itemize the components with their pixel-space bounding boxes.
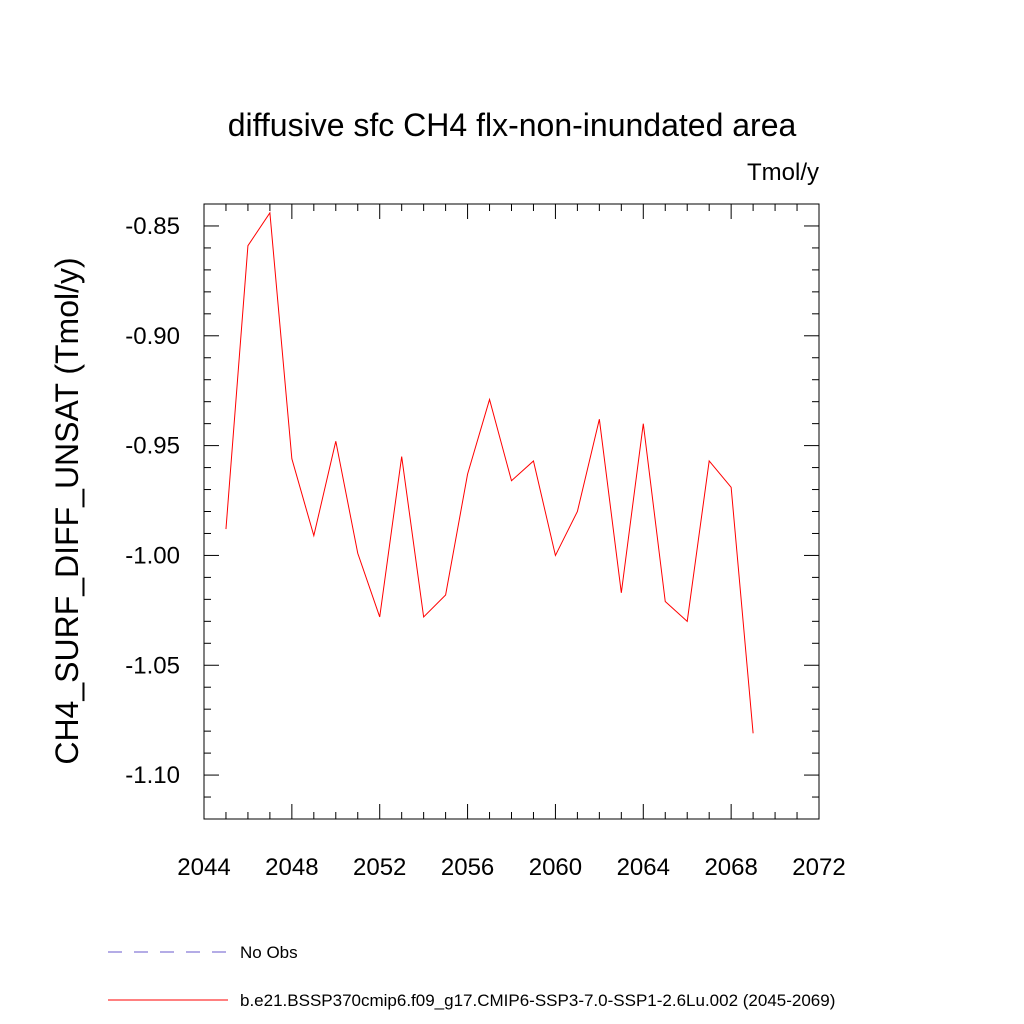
plot-frame xyxy=(203,203,820,820)
x-tick-label: 2056 xyxy=(441,854,494,881)
x-tick-label: 2048 xyxy=(265,854,318,881)
x-tick-label: 2064 xyxy=(617,854,670,881)
y-tick-label: -0.85 xyxy=(125,213,180,240)
x-tick-label: 2060 xyxy=(529,854,582,881)
x-tick-label: 2052 xyxy=(353,854,406,881)
y-tick-label: -1.00 xyxy=(125,542,180,569)
series-layer xyxy=(225,211,754,734)
y-tick-label: -1.05 xyxy=(125,652,180,679)
x-tick-label: 2044 xyxy=(177,854,230,881)
chart-title: diffusive sfc CH4 flx-non-inundated area xyxy=(228,107,797,143)
series-line xyxy=(225,211,754,734)
units-label: Tmol/y xyxy=(747,159,819,186)
x-tick-label: 2068 xyxy=(704,854,757,881)
y-axis-label: CH4_SURF_DIFF_UNSAT (Tmol/y) xyxy=(49,257,85,764)
legend: No Obs b.e21.BSSP370cmip6.f09_g17.CMIP6-… xyxy=(108,943,835,1010)
y-tick-label: -1.10 xyxy=(125,762,180,789)
legend-label-series: b.e21.BSSP370cmip6.f09_g17.CMIP6-SSP3-7.… xyxy=(240,991,835,1010)
axis-ticks: 2044 2048 2052 2056 2060 2064 2068 2072 -0.85 -0.… xyxy=(125,203,846,881)
y-tick-label: -0.90 xyxy=(125,323,180,350)
y-tick-label: -0.95 xyxy=(125,433,180,460)
legend-label-no-obs: No Obs xyxy=(240,943,298,962)
x-tick-label: 2072 xyxy=(792,854,845,881)
